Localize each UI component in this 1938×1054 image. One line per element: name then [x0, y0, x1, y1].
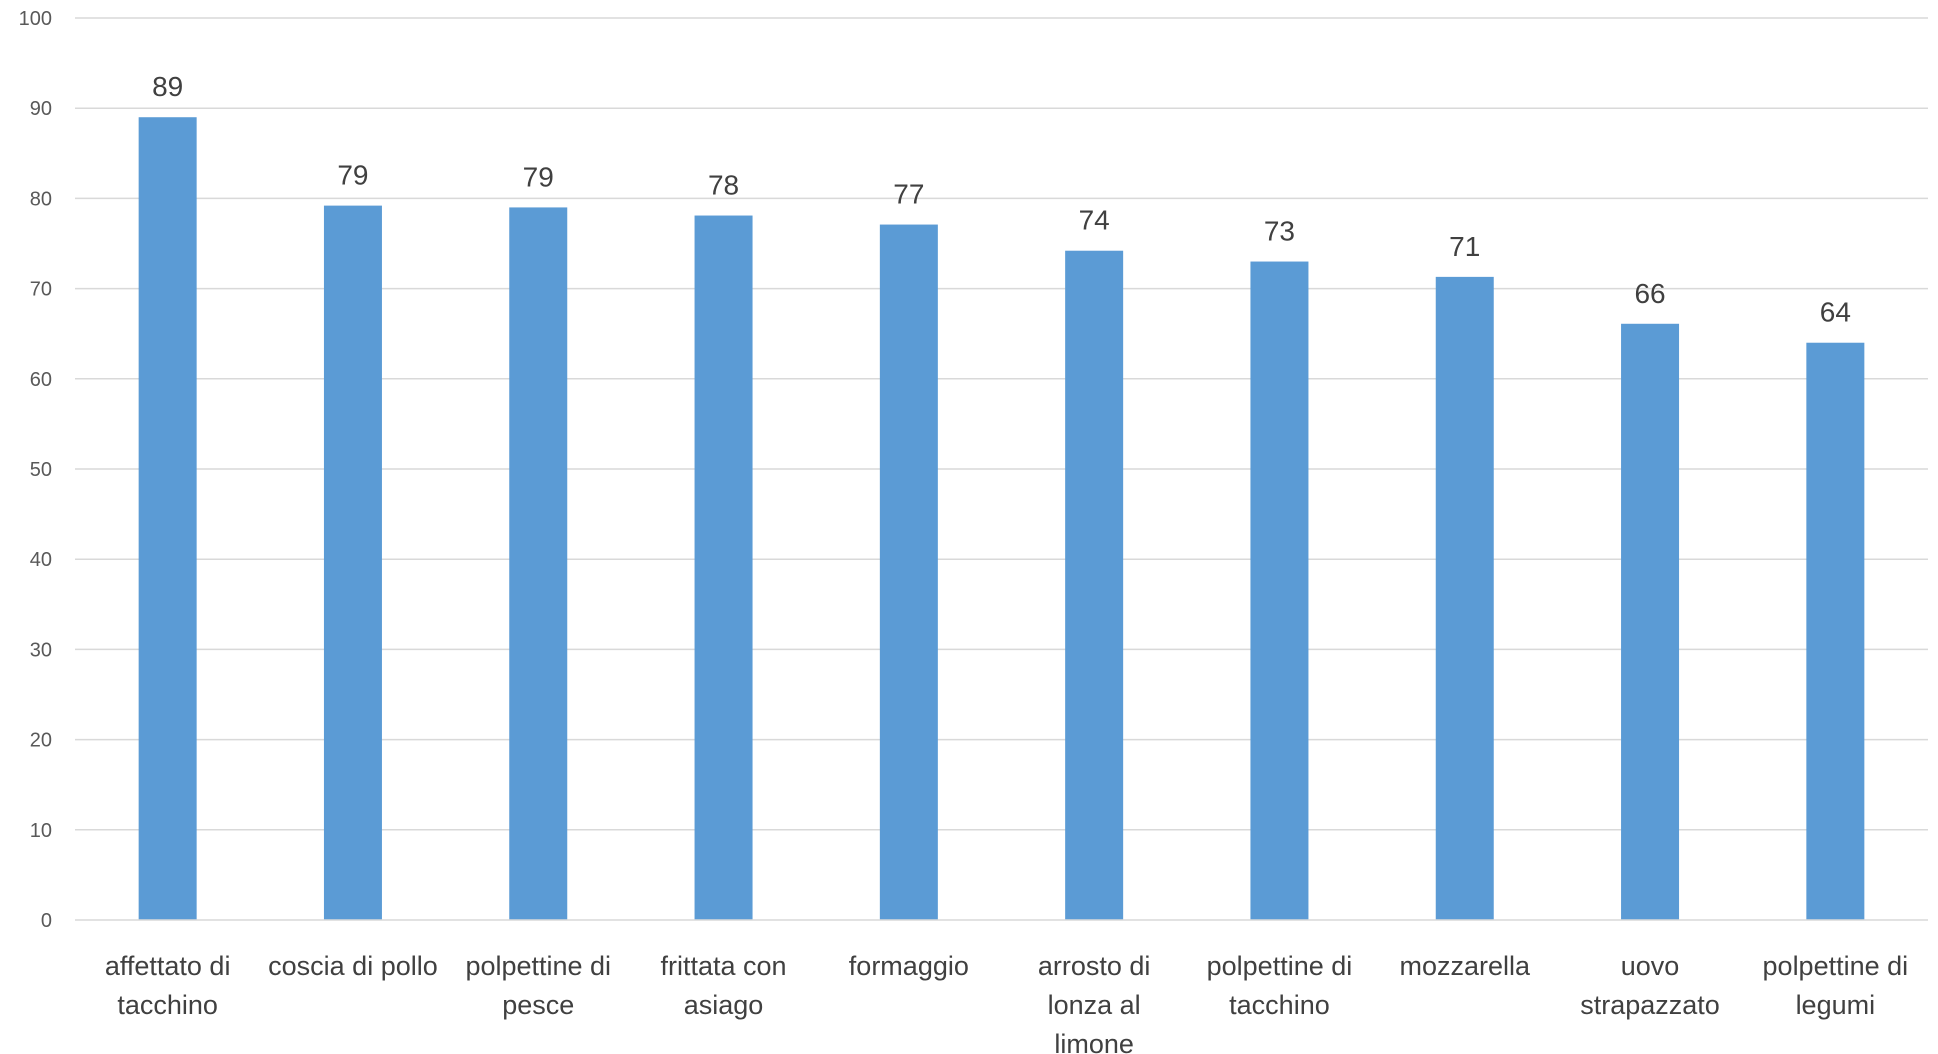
- y-tick-label: 60: [30, 369, 52, 391]
- category-label-line: limone: [1054, 1029, 1134, 1054]
- category-label-line: legumi: [1796, 990, 1876, 1020]
- bars: [138, 117, 1865, 921]
- category-label: polpettine di pesce: [465, 951, 611, 1020]
- data-label: 74: [1079, 205, 1110, 236]
- y-tick-label: 30: [30, 639, 52, 661]
- y-tick-label: 100: [19, 8, 52, 30]
- y-axis-ticks: 0 10 20 30 40 50 60 70 80 90 100: [19, 8, 52, 932]
- data-label: 89: [152, 71, 183, 102]
- category-label-line: pesce: [502, 990, 574, 1020]
- category-label: uovo strapazzato: [1580, 951, 1720, 1020]
- category-label-line: arrosto di: [1038, 951, 1151, 981]
- y-tick-label: 50: [30, 459, 52, 481]
- category-label-line: polpettine di: [1207, 951, 1353, 981]
- gridlines: [75, 17, 1928, 831]
- category-labels: affettato di tacchino coscia di pollo polpe…: [105, 951, 1908, 1054]
- data-label: 79: [523, 161, 554, 192]
- category-label: affettato di tacchino: [105, 951, 231, 1020]
- category-label-line: mozzarella: [1399, 951, 1531, 981]
- y-tick-label: 0: [41, 910, 52, 932]
- category-label-line: asiago: [684, 990, 764, 1020]
- data-label: 71: [1449, 231, 1480, 262]
- data-label: 64: [1820, 297, 1851, 328]
- y-tick-label: 10: [30, 820, 52, 842]
- bar: [1435, 276, 1494, 920]
- category-label: arrosto di lonza al limone: [1038, 951, 1151, 1054]
- bar: [694, 215, 753, 921]
- data-label: 79: [337, 160, 368, 191]
- data-labels: 89 79 79 78 77 74 73 71 66 64: [152, 71, 1851, 328]
- category-label-line: polpettine di: [1763, 951, 1909, 981]
- bar: [1621, 323, 1680, 920]
- bar: [1806, 342, 1865, 921]
- y-tick-label: 40: [30, 549, 52, 571]
- category-label-line: affettato di: [105, 951, 231, 981]
- y-tick-label: 20: [30, 730, 52, 752]
- category-label-line: lonza al: [1048, 990, 1141, 1020]
- bar: [138, 117, 197, 921]
- category-label-line: uovo: [1621, 951, 1680, 981]
- bar: [1065, 250, 1124, 920]
- category-label-line: tacchino: [117, 990, 218, 1020]
- category-label: formaggio: [849, 951, 969, 981]
- data-label: 77: [893, 179, 924, 210]
- category-label-line: tacchino: [1229, 990, 1330, 1020]
- bar: [509, 207, 568, 921]
- category-label-line: strapazzato: [1580, 990, 1720, 1020]
- data-label: 73: [1264, 216, 1295, 247]
- bar: [323, 205, 382, 921]
- data-label: 78: [708, 170, 739, 201]
- category-label-line: frittata con: [661, 951, 787, 981]
- category-label: polpettine di legumi: [1763, 951, 1909, 1020]
- category-label: polpettine di tacchino: [1207, 951, 1353, 1020]
- category-label: frittata con asiago: [661, 951, 787, 1020]
- bar: [1250, 261, 1309, 920]
- y-tick-label: 70: [30, 279, 52, 301]
- category-label: mozzarella: [1399, 951, 1531, 981]
- bar: [879, 224, 938, 921]
- y-tick-label: 90: [30, 98, 52, 120]
- y-tick-label: 80: [30, 188, 52, 210]
- category-label-line: formaggio: [849, 951, 969, 981]
- category-label: coscia di pollo: [268, 951, 438, 981]
- category-label-line: polpettine di: [465, 951, 611, 981]
- category-label-line: coscia di pollo: [268, 951, 438, 981]
- data-label: 66: [1634, 278, 1665, 309]
